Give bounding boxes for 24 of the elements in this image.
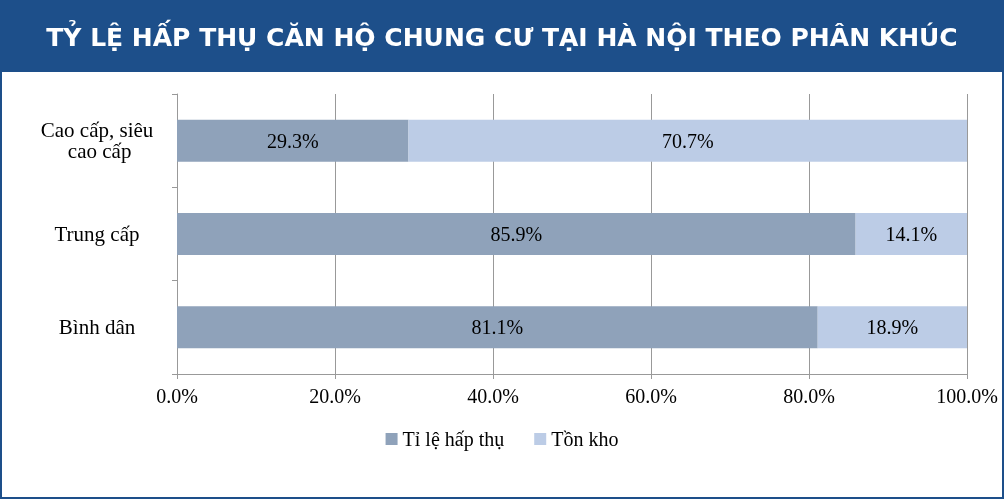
legend-label: Tỉ lệ hấp thụ [402, 428, 505, 451]
x-tick-label: 80.0% [783, 385, 835, 407]
bar [177, 213, 856, 255]
bar [408, 119, 967, 162]
bar [817, 306, 967, 349]
data-label: 18.9% [866, 316, 919, 339]
y-tick-label: Trung cấp [54, 222, 140, 246]
x-tick-label: 60.0% [625, 385, 677, 407]
data-label: 70.7% [661, 129, 714, 152]
legend-label: Tồn kho [551, 428, 619, 450]
data-label: 81.1% [471, 316, 524, 339]
data-label: 29.3% [266, 129, 319, 152]
y-tick-label: Cao cấp, siêu cao cấp [40, 118, 154, 164]
bar [177, 119, 409, 162]
data-label: 85.9% [490, 223, 543, 245]
x-tick-label: 40.0% [467, 385, 519, 407]
bar [177, 306, 818, 349]
x-tick-label: 20.0% [309, 385, 361, 407]
y-tick-label: Bình dân [58, 315, 136, 340]
data-label: 14.1% [885, 223, 938, 245]
x-tick-label: 100.0% [936, 385, 998, 407]
chart-title: TỶ LỆ HẤP THỤ CĂN HỘ CHUNG CƯ TẠI HÀ NỘI THEO PHÂN KHÚC [2, 2, 1002, 72]
x-tick-label: 0.0% [156, 385, 198, 407]
bar [855, 213, 967, 255]
